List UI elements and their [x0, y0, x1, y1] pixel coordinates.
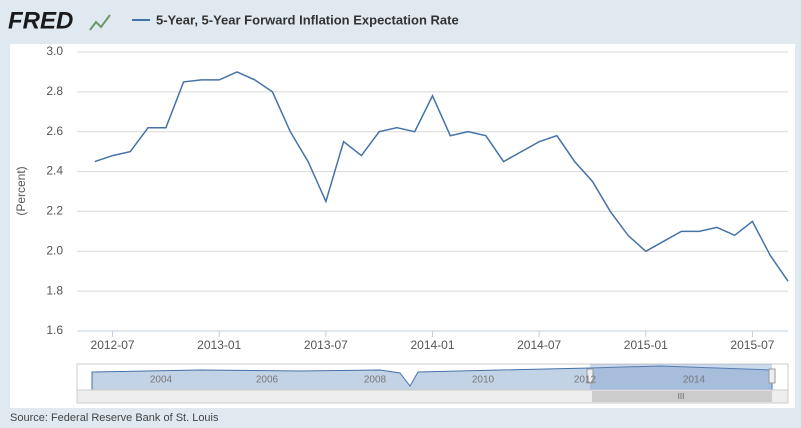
x-tick-label: 2013-01 [197, 338, 241, 352]
y-tick-label: 2.0 [46, 243, 63, 257]
navigator-handle[interactable] [586, 368, 594, 384]
x-tick-label: 2015-07 [730, 338, 774, 352]
navigator-label: 2014 [683, 375, 706, 386]
x-tick-label: 2014-01 [410, 338, 454, 352]
line-series [94, 71, 789, 282]
logo-icon [89, 14, 111, 31]
navigator-label: 2008 [364, 375, 387, 386]
y-tick-label: 2.8 [46, 84, 63, 98]
y-tick-label: 1.8 [46, 283, 63, 297]
source: Source: Federal Reserve Bank of St. Loui… [10, 412, 219, 424]
y-tick-label: 1.6 [46, 323, 63, 337]
navigator-label: 2006 [256, 375, 279, 386]
navigator-selection[interactable] [590, 364, 772, 390]
x-tick-label: 2014-07 [517, 338, 561, 352]
scrollbar-thumb[interactable] [592, 391, 772, 402]
navigator-series [91, 365, 773, 391]
navigator-handle[interactable] [768, 368, 776, 384]
svg-text:III: III [678, 392, 685, 401]
y-tick-label: 2.6 [46, 124, 63, 138]
x-tick-label: 2012-07 [91, 338, 135, 352]
navigator-label: 2010 [472, 375, 495, 386]
navigator-label: 2004 [150, 375, 173, 386]
y-tick-label: 2.2 [46, 204, 63, 218]
y-axis-label: (Percent) [14, 166, 28, 215]
y-tick-label: 2.4 [46, 164, 63, 178]
chart-panel [10, 44, 795, 408]
legend-label: 5-Year, 5-Year Forward Inflation Expecta… [156, 12, 459, 27]
logo: FRED [8, 7, 73, 34]
navigator-label: 2012 [574, 375, 597, 386]
x-tick-label: 2015-01 [624, 338, 668, 352]
y-tick-label: 3.0 [46, 44, 63, 58]
x-tick-label: 2013-07 [304, 338, 348, 352]
